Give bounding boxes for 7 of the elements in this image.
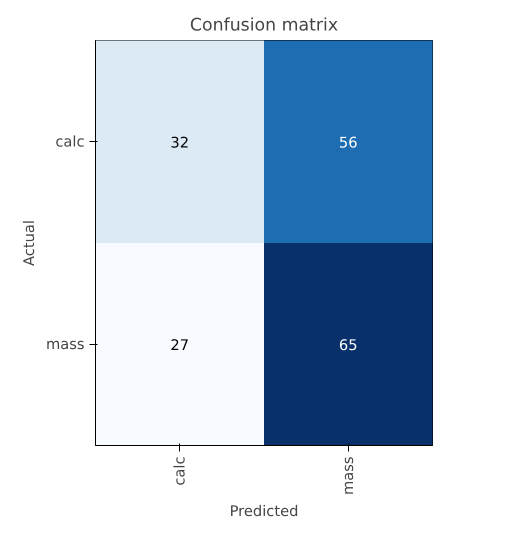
y-axis-title: Actual (20, 220, 38, 266)
data-label: 27 (170, 336, 190, 354)
x-axis-title: Predicted (230, 503, 298, 520)
chart-title: Confusion matrix (190, 16, 338, 36)
data-label: 56 (338, 134, 358, 152)
data-label: 32 (170, 134, 190, 152)
data-label: 65 (338, 336, 358, 354)
